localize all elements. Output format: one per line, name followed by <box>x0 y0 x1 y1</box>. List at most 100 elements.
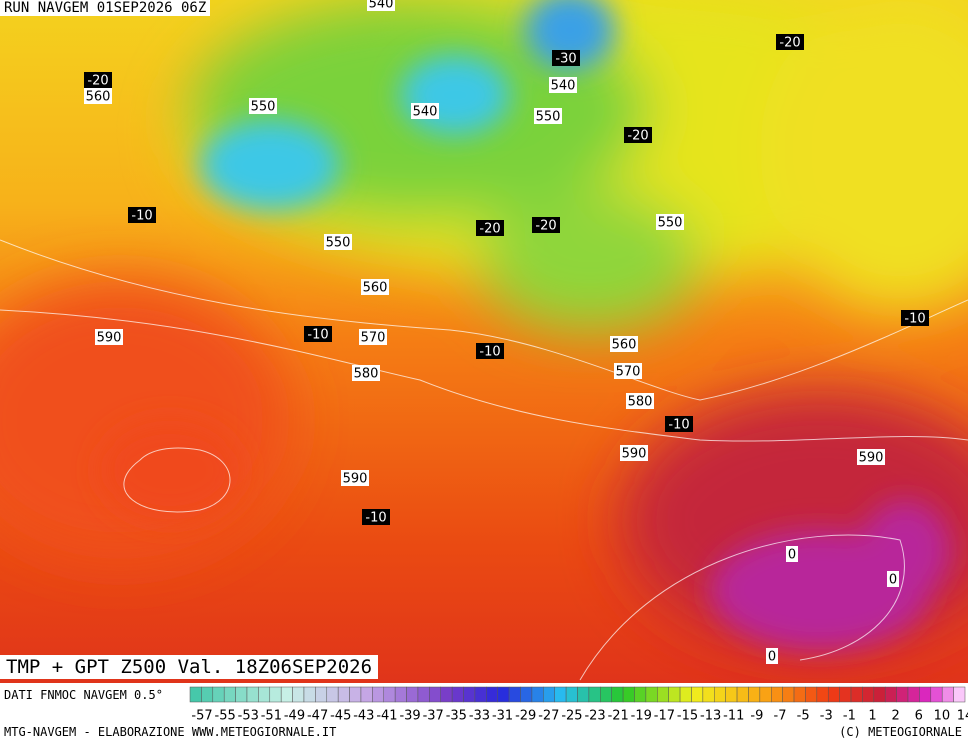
colorbar-swatch <box>884 686 897 703</box>
colorbar-swatch <box>269 686 282 703</box>
colorbar-swatch <box>702 686 715 703</box>
colorbar-swatch <box>839 686 852 703</box>
colorbar-label: -7 <box>774 709 787 724</box>
label-box <box>552 50 580 66</box>
colorbar-swatch <box>417 686 430 703</box>
label-box <box>249 98 277 114</box>
colorbar-label: -53 <box>238 709 259 724</box>
colorbar-label: -55 <box>215 709 236 724</box>
colorbar-swatch <box>349 686 362 703</box>
colorbar-label: -15 <box>677 709 698 724</box>
colorbar-label: -41 <box>376 709 397 724</box>
colorbar-label: -39 <box>399 709 420 724</box>
label-box <box>361 279 389 295</box>
footer-left: MTG-NAVGEM - ELABORAZIONE WWW.METEOGIORN… <box>4 725 337 739</box>
colorbar-swatch <box>600 686 612 703</box>
colorbar-swatch <box>714 686 726 703</box>
height-label: 540 <box>551 79 576 94</box>
colorbar-swatch <box>497 686 510 703</box>
temperature-label: -20 <box>779 36 800 51</box>
height-label: 0 <box>788 548 796 563</box>
label-box <box>614 363 642 379</box>
label-box <box>95 329 123 345</box>
colorbar-label: -51 <box>261 709 282 724</box>
colorbar-swatch <box>406 686 419 703</box>
colorbar-swatch <box>543 686 555 703</box>
colorbar-swatch <box>201 686 214 703</box>
label-box <box>84 88 112 104</box>
height-label: 560 <box>363 281 388 296</box>
colorbar-swatch <box>919 686 932 703</box>
colorbar-swatch <box>657 686 669 703</box>
map-title: TMP + GPT Z500 Val. 18Z06SEP2026 <box>0 655 379 679</box>
colorbar-swatch <box>235 686 248 703</box>
height-label: 580 <box>354 367 379 382</box>
colorbar-swatch <box>463 686 476 703</box>
colorbar-swatch <box>554 686 567 703</box>
colorbar-swatch <box>634 686 647 703</box>
label-box <box>352 365 380 381</box>
label-box <box>362 509 390 525</box>
colorbar-swatch <box>611 686 624 703</box>
colorbar-swatch <box>816 686 829 703</box>
label-box <box>549 77 577 93</box>
colorbar-swatch <box>771 686 783 703</box>
label-box <box>476 220 504 236</box>
label-box <box>610 336 638 352</box>
height-label: 590 <box>622 447 647 462</box>
colorbar-swatch <box>953 686 966 703</box>
height-label: 550 <box>251 100 276 115</box>
colorbar-swatch <box>736 686 749 703</box>
colorbar-label: 10 <box>934 709 951 724</box>
colorbar-swatch <box>805 686 818 703</box>
colorbar-swatch <box>679 686 692 703</box>
colorbar-swatch <box>577 686 590 703</box>
temperature-label: -20 <box>627 129 648 144</box>
colorbar-label: -49 <box>284 709 305 724</box>
colorbar-swatch <box>930 686 943 703</box>
colorbar-swatch <box>782 686 795 703</box>
label-box <box>786 546 798 562</box>
colorbar-label: -31 <box>492 709 513 724</box>
colorbar-swatch <box>315 686 328 703</box>
colorbar-swatch <box>941 686 954 703</box>
label-box <box>656 214 684 230</box>
colorbar-swatch <box>303 686 316 703</box>
label-box <box>624 127 652 143</box>
temperature-label: -10 <box>904 312 925 327</box>
label-box <box>901 310 929 326</box>
colorbar-swatch <box>622 686 635 703</box>
colorbar-swatch <box>827 686 840 703</box>
colorbar-label: -21 <box>608 709 629 724</box>
colorbar-swatch <box>668 686 681 703</box>
colorbar-swatch <box>258 686 271 703</box>
colorbar-swatch <box>394 686 407 703</box>
colorbar-swatch <box>645 686 658 703</box>
colorbar-label: -27 <box>538 709 559 724</box>
temperature-label: -20 <box>479 222 500 237</box>
temperature-label: -10 <box>668 418 689 433</box>
colorbar-label: -19 <box>631 709 652 724</box>
height-label: 0 <box>768 650 776 665</box>
colorbar-swatch <box>565 686 578 703</box>
label-box <box>411 103 439 119</box>
colorbar-swatch <box>850 686 863 703</box>
colorbar-label: -29 <box>515 709 536 724</box>
colorbar-swatch <box>189 686 202 703</box>
colorbar-label: 14 <box>957 709 968 724</box>
colorbar-label: -57 <box>191 709 212 724</box>
height-label: 590 <box>859 451 884 466</box>
colorbar-swatch <box>725 686 738 703</box>
height-label: 560 <box>612 338 637 353</box>
colorbar-swatch <box>508 686 521 703</box>
colorbar-label: -33 <box>469 709 490 724</box>
colorbar-swatch <box>896 686 909 703</box>
temperature-label: -30 <box>555 52 576 67</box>
colorbar-label: -23 <box>584 709 605 724</box>
label-box <box>367 0 395 11</box>
temperature-label: -10 <box>365 511 386 526</box>
height-label: 590 <box>97 331 122 346</box>
label-box <box>620 445 648 461</box>
height-label: 540 <box>369 0 394 12</box>
colorbar-swatch <box>486 686 498 703</box>
